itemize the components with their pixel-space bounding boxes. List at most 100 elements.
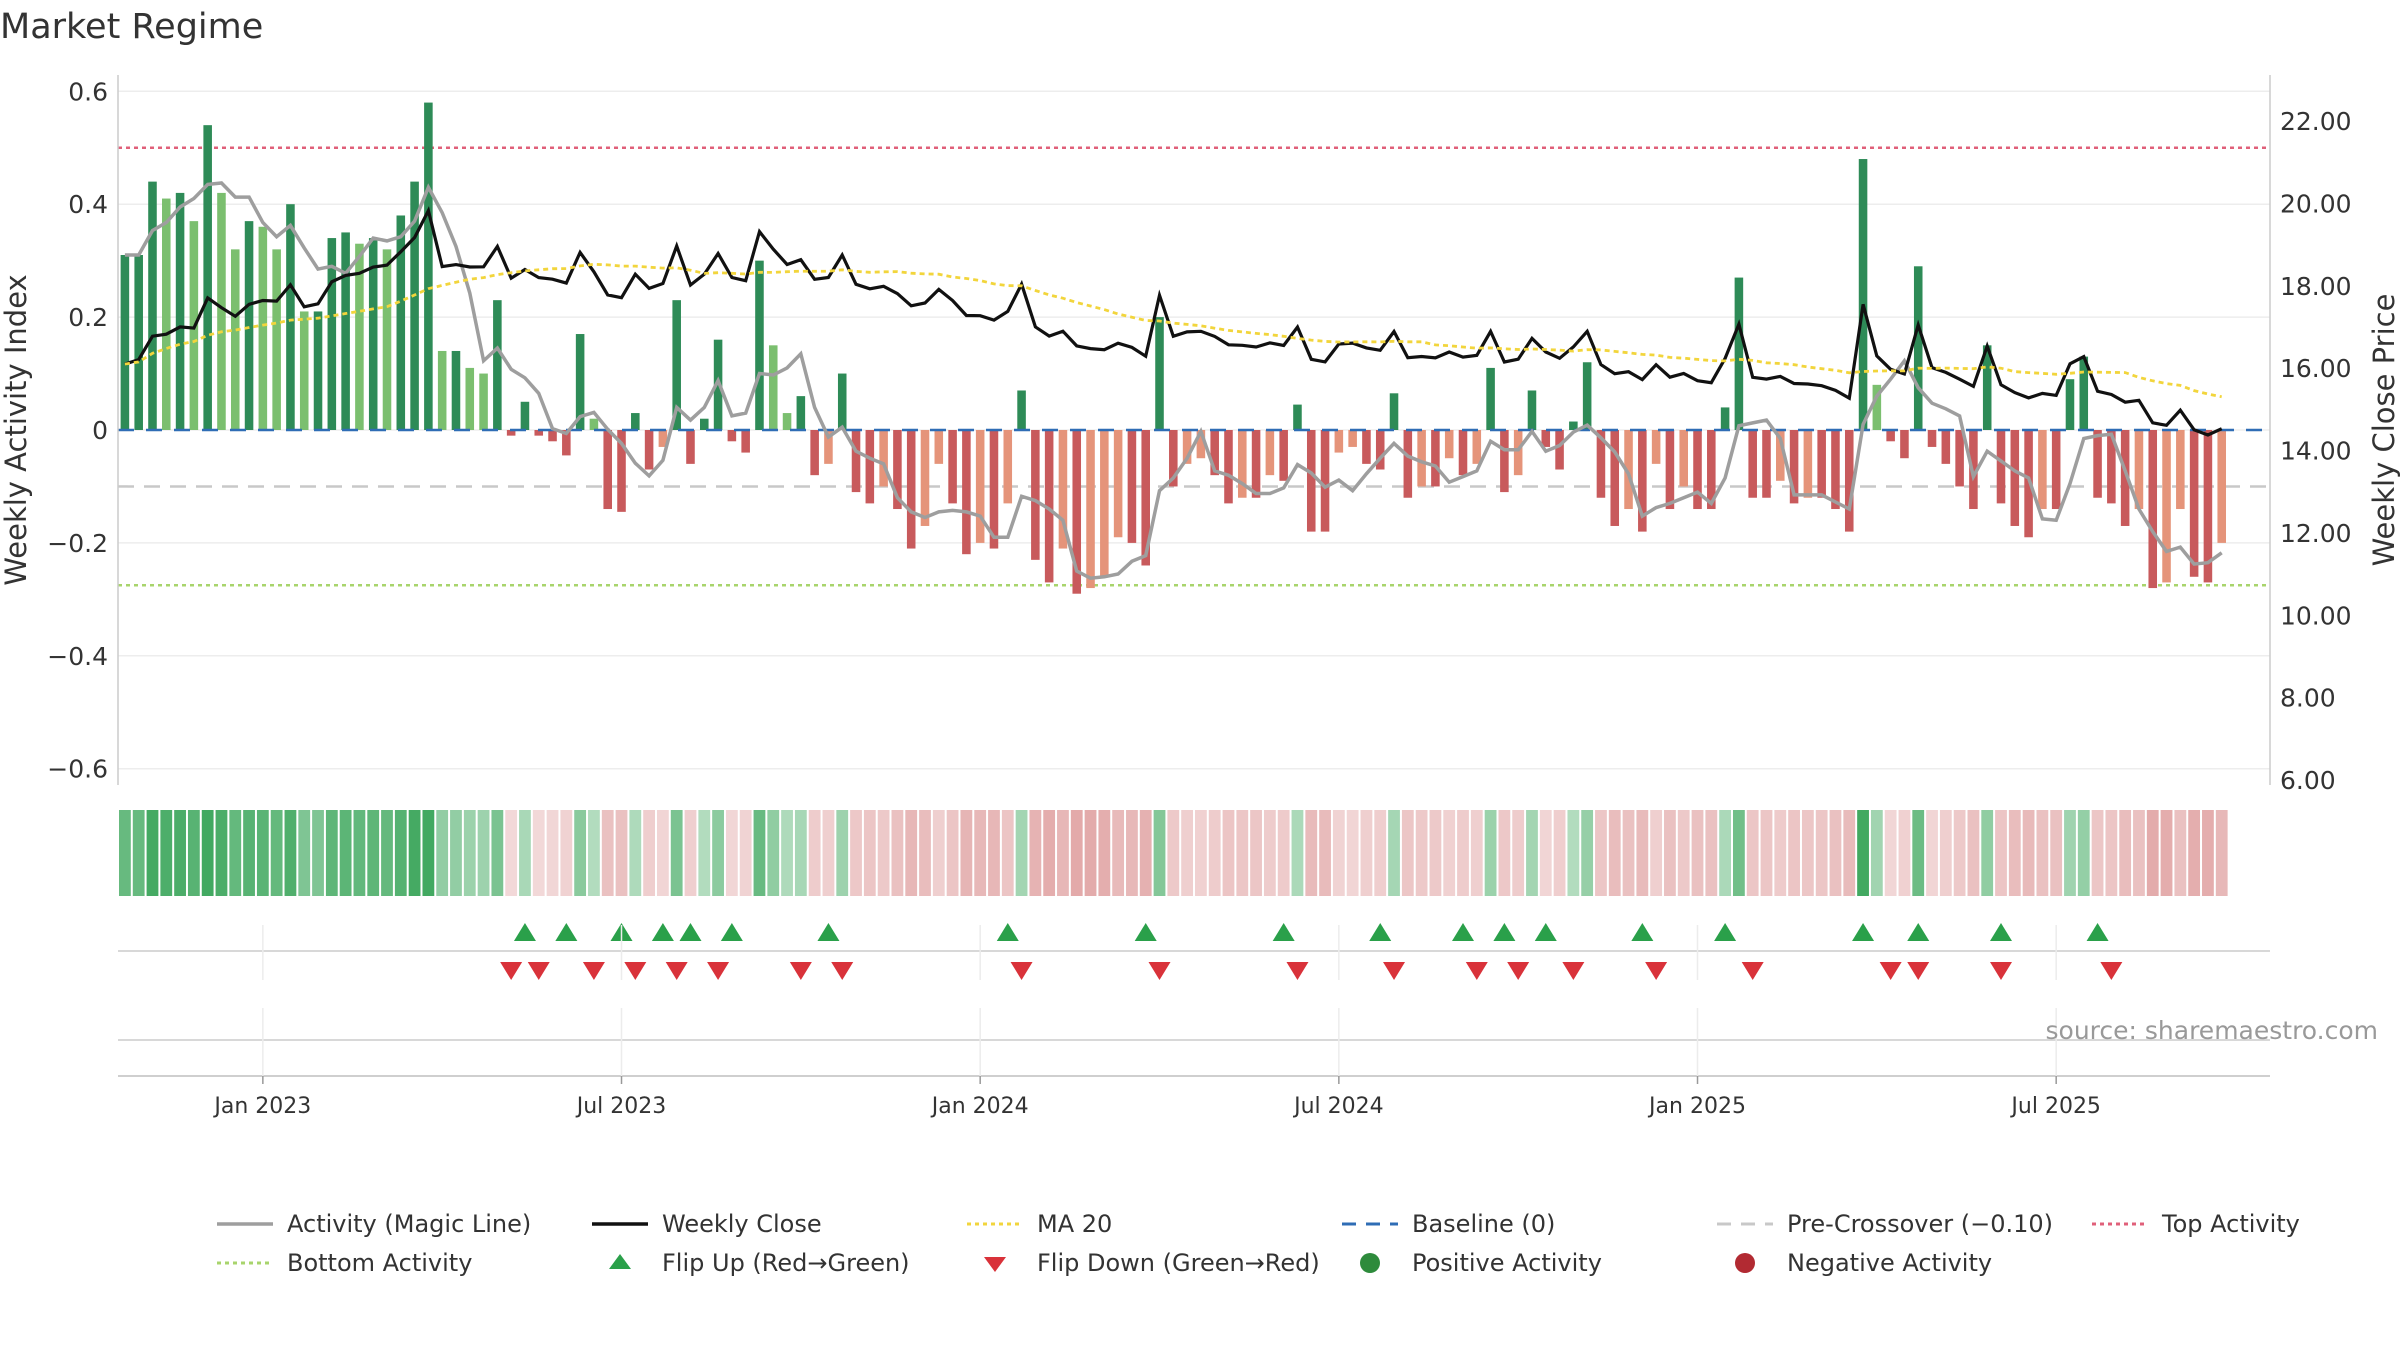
activity-bar bbox=[1293, 404, 1302, 430]
legend-label: Top Activity bbox=[2162, 1210, 2300, 1238]
legend-label: Flip Up (Red→Green) bbox=[662, 1249, 910, 1277]
flip-up-marker bbox=[651, 923, 674, 941]
activity-bar bbox=[451, 350, 461, 430]
legend-item: Positive Activity bbox=[1340, 1248, 1602, 1278]
activity-bar bbox=[2148, 430, 2158, 589]
flip-down-marker bbox=[1465, 962, 1488, 980]
legend-triangle-up-icon bbox=[609, 1254, 631, 1269]
y-tick-label-left: −0.2 bbox=[47, 529, 108, 558]
regime-strip-cell bbox=[187, 810, 200, 896]
regime-strip-cell bbox=[1415, 810, 1428, 896]
flip-down-marker bbox=[1907, 962, 1930, 980]
regime-strip-cell bbox=[1746, 810, 1759, 896]
activity-bar bbox=[1210, 430, 1219, 476]
regime-strip-cell bbox=[574, 810, 587, 896]
activity-bar bbox=[893, 430, 902, 510]
y-tick-label-right: 16.00 bbox=[2280, 354, 2352, 383]
ma20-line bbox=[124, 262, 2222, 399]
activity-bar bbox=[1320, 430, 1330, 532]
regime-strip-cell bbox=[1332, 810, 1345, 896]
regime-strip-cell bbox=[298, 810, 311, 896]
flip-up-marker bbox=[1493, 923, 1516, 941]
activity-bar bbox=[548, 430, 557, 442]
regime-strip-cell bbox=[1595, 810, 1607, 896]
activity-bar bbox=[1417, 430, 1426, 487]
y-tick-label-left: 0.4 bbox=[68, 190, 108, 219]
regime-strip-cell bbox=[1208, 810, 1221, 896]
regime-strip-cell bbox=[367, 810, 380, 896]
activity-bar bbox=[1141, 430, 1150, 566]
activity-bar bbox=[1624, 430, 1633, 510]
activity-bar bbox=[1900, 430, 1909, 459]
regime-strip-cell bbox=[1581, 810, 1594, 896]
regime-strip-cell bbox=[2064, 810, 2076, 896]
activity-bar bbox=[1031, 430, 1040, 560]
activity-bar bbox=[1831, 430, 1840, 510]
activity-bar bbox=[203, 125, 212, 431]
activity-bar bbox=[1679, 430, 1688, 487]
activity-bar bbox=[148, 181, 157, 430]
activity-bar bbox=[1872, 384, 1882, 430]
regime-strip-cell bbox=[974, 810, 987, 896]
regime-strip-cell bbox=[174, 810, 186, 896]
regime-strip-cell bbox=[1677, 810, 1690, 896]
regime-strip-cell bbox=[629, 810, 642, 896]
activity-bar bbox=[2120, 430, 2130, 526]
regime-strip-cell bbox=[932, 810, 945, 896]
activity-bar bbox=[1403, 430, 1413, 498]
regime-strip-cell bbox=[781, 810, 793, 896]
activity-bar bbox=[2107, 430, 2116, 504]
activity-bar bbox=[1472, 430, 1482, 464]
regime-strip-cell bbox=[1277, 810, 1290, 896]
legend-label: Pre-Crossover (−0.10) bbox=[1787, 1210, 2054, 1238]
regime-strip-cell bbox=[1664, 810, 1676, 896]
regime-strip-cell bbox=[1112, 810, 1125, 896]
source-label: source: sharemaestro.com bbox=[2046, 1016, 2379, 1045]
regime-strip-cell bbox=[1484, 810, 1497, 896]
flip-up-marker bbox=[1134, 923, 1157, 941]
activity-bar bbox=[1127, 430, 1137, 543]
regime-strip-cell bbox=[408, 810, 421, 896]
activity-bar bbox=[727, 430, 737, 442]
activity-bar bbox=[1707, 430, 1716, 510]
flip-down-marker bbox=[1562, 962, 1585, 980]
activity-bar bbox=[258, 226, 268, 430]
activity-bar bbox=[810, 430, 819, 476]
regime-strip-cell bbox=[1926, 810, 1938, 896]
activity-bar bbox=[1776, 430, 1785, 481]
activity-bar bbox=[1362, 430, 1371, 464]
activity-bar bbox=[493, 300, 502, 430]
lines-layer bbox=[118, 181, 2270, 580]
regime-strip-cell bbox=[1360, 810, 1373, 896]
regime-strip-cell bbox=[1995, 810, 2007, 896]
activity-bar bbox=[1113, 430, 1123, 538]
legend-item: Flip Up (Red→Green) bbox=[590, 1248, 910, 1278]
activity-bar bbox=[1486, 367, 1495, 430]
activity-bar bbox=[327, 238, 337, 430]
ref-lines-layer bbox=[118, 146, 2270, 587]
flip-down-marker bbox=[707, 962, 730, 980]
x-tick-label: Jan 2024 bbox=[930, 1094, 1029, 1119]
x-tick-label: Jul 2023 bbox=[575, 1094, 667, 1119]
bottom-axis: Jan 2023 Jul 2023 Jan 2024 Jul 2024 Jan 2025… bbox=[118, 925, 2270, 1119]
regime-strip-cell bbox=[560, 810, 573, 896]
regime-strip-cell bbox=[491, 810, 504, 896]
activity-bar bbox=[562, 430, 571, 456]
regime-strip-cell bbox=[1650, 810, 1663, 896]
regime-strip-cell bbox=[946, 810, 959, 896]
regime-strip-cell bbox=[2036, 810, 2049, 896]
activity-bar bbox=[2038, 430, 2047, 510]
flip-up-marker bbox=[1714, 923, 1737, 941]
flip-up-marker bbox=[1534, 923, 1557, 941]
regime-strip-cell bbox=[1457, 810, 1469, 896]
activity-bar bbox=[658, 430, 668, 447]
flip-down-marker bbox=[582, 962, 605, 980]
legend-item: MA 20 bbox=[965, 1209, 1112, 1239]
activity-bar bbox=[465, 367, 475, 430]
regime-strip-cell bbox=[1001, 810, 1014, 896]
y-tick-label-right: 10.00 bbox=[2280, 601, 2352, 630]
activity-bar bbox=[975, 430, 985, 543]
axes-layer: 0.6 0.4 0.2 0 −0.2 −0.4 −0.6 22.00 20.00 18.00 16.… bbox=[47, 75, 2352, 795]
flip-up-marker bbox=[996, 923, 1019, 941]
